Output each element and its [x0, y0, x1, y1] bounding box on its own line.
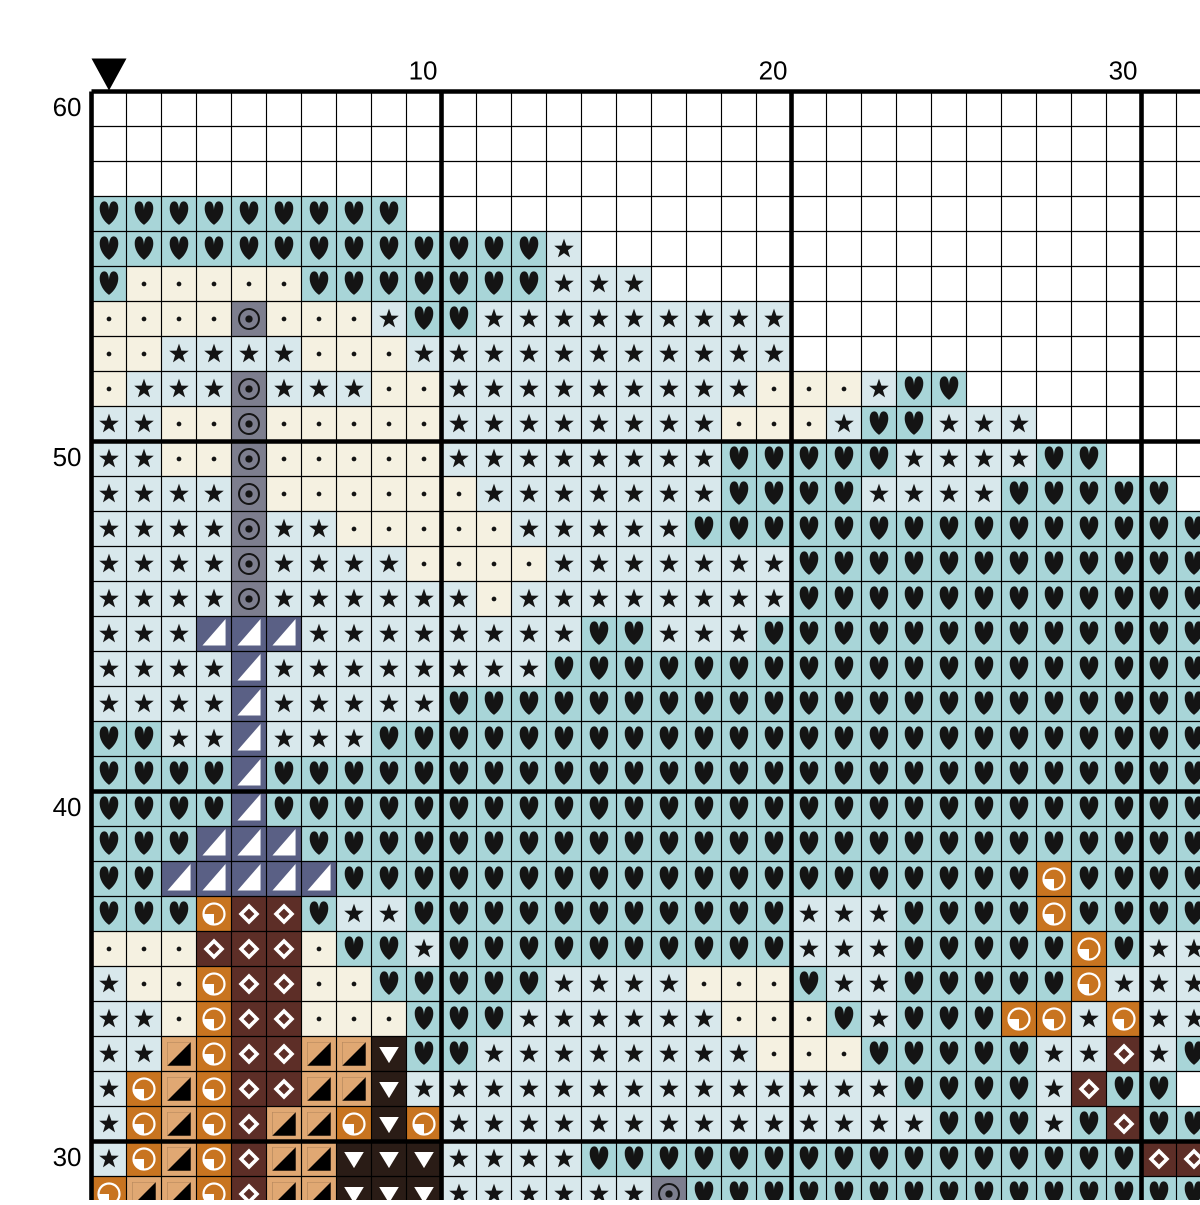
svg-text:40: 40	[53, 792, 82, 822]
svg-text:10: 10	[409, 56, 438, 86]
svg-text:20: 20	[759, 56, 788, 86]
svg-text:30: 30	[1109, 56, 1138, 86]
svg-text:30: 30	[53, 1142, 82, 1172]
svg-text:50: 50	[53, 442, 82, 472]
svg-text:60: 60	[53, 92, 82, 122]
